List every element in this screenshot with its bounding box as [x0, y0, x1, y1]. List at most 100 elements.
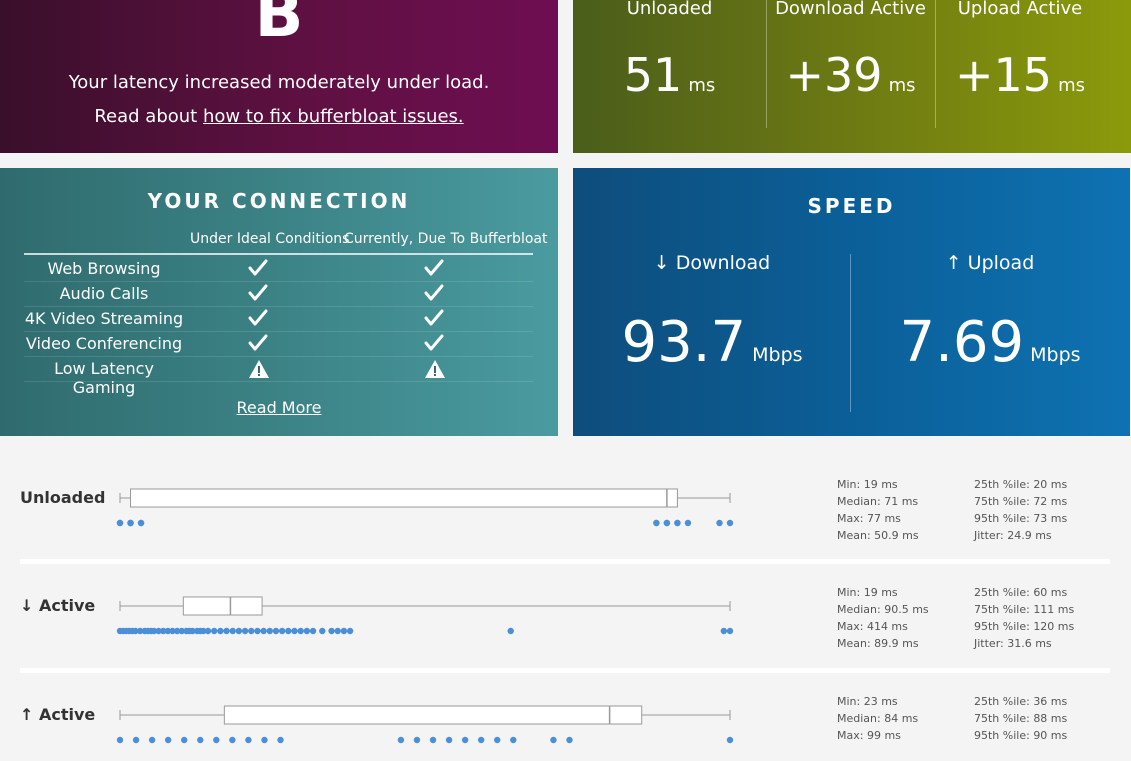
- sample-point: [116, 736, 124, 744]
- row-label: ↑ Active: [20, 705, 96, 724]
- sample-point: [445, 736, 453, 744]
- connection-row: Video Conferencing: [24, 331, 533, 357]
- sample-point: [663, 519, 671, 527]
- activity-name: Web Browsing: [47, 259, 161, 278]
- sample-point: [278, 627, 286, 635]
- activity-name: 4K Video Streaming: [24, 309, 184, 328]
- stat-line: Min: 23 ms: [837, 695, 898, 708]
- row-separator: [20, 668, 1110, 673]
- sample-point: [716, 519, 723, 527]
- stats-right: 25th %ile: 20 ms 75th %ile: 72 ms 95th %il…: [974, 476, 1067, 544]
- sample-point: [155, 627, 162, 635]
- grade-message: Your latency increased moderately under …: [68, 72, 490, 93]
- stat-line: Median: 90.5 ms: [837, 603, 929, 616]
- sample-point: [200, 627, 207, 635]
- sample-point: [303, 627, 311, 635]
- sample-point: [178, 627, 185, 635]
- sample-point: [566, 736, 573, 744]
- activity-name: Audio Calls: [59, 284, 149, 303]
- latency-download-active: Download Active +39 ms: [766, 0, 935, 153]
- sample-point: [136, 627, 144, 635]
- current-status: [424, 334, 444, 357]
- stats-left: Min: 23 ms Median: 84 ms Max: 99 ms: [837, 693, 918, 744]
- ideal-status: [248, 334, 268, 357]
- sample-point: [413, 736, 421, 744]
- ideal-status: [248, 309, 268, 332]
- connection-panel: YOUR CONNECTION Under Ideal Conditions C…: [0, 168, 558, 436]
- sample-point: [272, 627, 280, 635]
- sample-point: [397, 736, 405, 744]
- connection-row: 4K Video Streaming: [24, 306, 533, 332]
- sample-point: [127, 519, 134, 527]
- sample-point: [507, 627, 514, 635]
- sample-point: [726, 627, 734, 635]
- box-plot: [116, 705, 734, 744]
- warning-icon: [425, 360, 445, 378]
- check-icon: [248, 284, 268, 301]
- sample-point: [213, 736, 220, 744]
- sample-point: [164, 736, 172, 744]
- stats-left: Min: 19 ms Median: 90.5 ms Max: 414 ms Mean…: [837, 584, 929, 652]
- check-icon: [248, 259, 268, 276]
- stat-line: 95th %ile: 120 ms: [974, 620, 1075, 633]
- sample-point: [160, 627, 167, 635]
- interquartile-box: [130, 488, 678, 508]
- latency-value: +15 ms: [955, 48, 1085, 102]
- connection-title: YOUR CONNECTION: [147, 189, 411, 213]
- sample-point: [510, 736, 517, 744]
- interquartile-box: [223, 705, 643, 725]
- stat-line: Max: 99 ms: [837, 729, 901, 742]
- connection-header-rule: [24, 253, 533, 255]
- distribution-row: ↑ Active Min: 23 ms Median: 84 ms Max: 99 m…: [20, 691, 1110, 751]
- latency-value: 51 ms: [623, 48, 716, 102]
- download-speed: ↓ Download 93.7 Mbps: [573, 252, 851, 375]
- current-status: [424, 359, 446, 384]
- row-label: Unloaded: [20, 488, 106, 507]
- latency-label: Download Active: [775, 0, 926, 19]
- stat-line: 75th %ile: 88 ms: [974, 712, 1068, 725]
- sample-point: [150, 627, 158, 635]
- stat-line: 75th %ile: 72 ms: [974, 495, 1068, 508]
- sample-point: [328, 627, 335, 635]
- sample-point: [720, 627, 728, 635]
- sample-point: [429, 736, 437, 744]
- sample-point: [241, 627, 249, 635]
- current-status: [424, 284, 444, 307]
- sample-point: [291, 627, 298, 635]
- sample-point: [277, 736, 284, 744]
- stat-line: 95th %ile: 73 ms: [974, 512, 1068, 525]
- bufferbloat-fix-link[interactable]: how to fix bufferbloat issues.: [202, 106, 464, 127]
- sample-point: [266, 627, 273, 635]
- stat-line: Jitter: 31.6 ms: [974, 637, 1052, 650]
- stat-line: Median: 71 ms: [837, 495, 919, 508]
- read-more-link[interactable]: Read More: [236, 398, 322, 417]
- upload-label: ↑ Upload: [945, 252, 1035, 274]
- sample-point: [319, 627, 326, 635]
- sample-point: [116, 519, 124, 527]
- row-label: ↓ Active: [20, 596, 96, 615]
- sample-point: [217, 627, 224, 635]
- sample-point: [477, 736, 485, 744]
- sample-point: [297, 627, 304, 635]
- distribution-row: ↓ Active Min: 19 ms Median: 90.5 ms Max: 41…: [20, 582, 1110, 668]
- check-icon: [424, 284, 444, 301]
- read-about-text: Read about: [94, 106, 203, 127]
- current-status: [424, 309, 444, 332]
- stat-line: Max: 77 ms: [837, 512, 901, 525]
- latency-divider: [935, 0, 936, 128]
- sample-point: [684, 519, 692, 527]
- sample-point: [229, 736, 236, 744]
- latency-label: Upload Active: [957, 0, 1083, 19]
- sample-point: [197, 736, 204, 744]
- sample-point: [309, 627, 317, 635]
- stats-left: Min: 19 ms Median: 71 ms Max: 77 ms Mean: 5…: [837, 476, 919, 544]
- sample-point: [254, 627, 261, 635]
- sample-point: [211, 627, 218, 635]
- download-label: ↓ Download: [653, 252, 771, 274]
- sample-point: [494, 736, 501, 744]
- check-icon: [248, 309, 268, 326]
- sample-point: [137, 519, 145, 527]
- ideal-status: [248, 359, 270, 384]
- activity-name: Low Latency Gaming: [54, 359, 154, 397]
- upload-value: 7.69 Mbps: [899, 310, 1081, 375]
